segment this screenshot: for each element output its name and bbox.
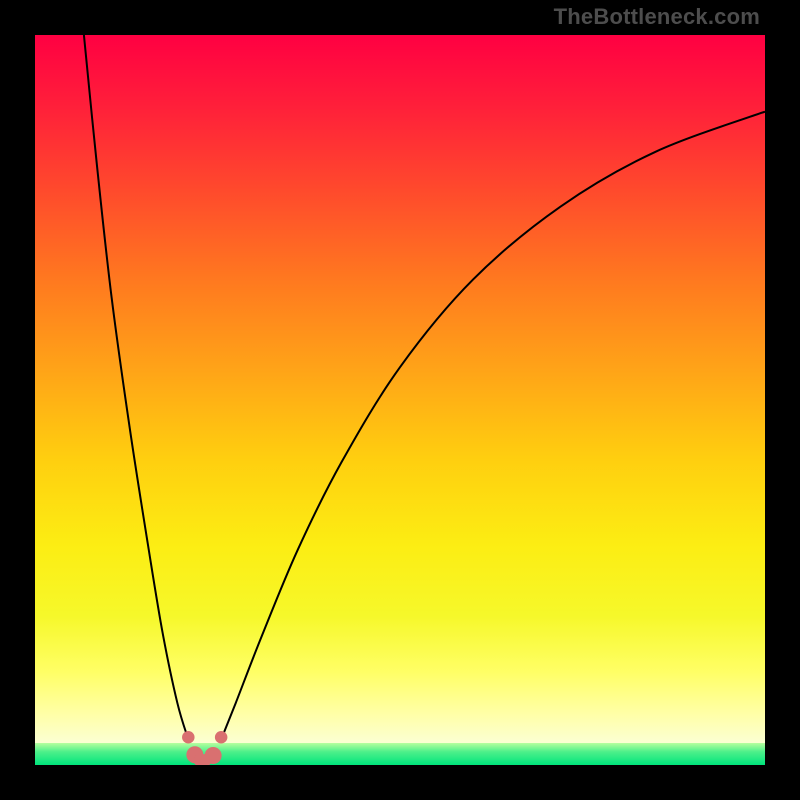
watermark-text: TheBottleneck.com [554, 4, 760, 30]
marker-group [183, 732, 227, 766]
v-curve-path [84, 35, 765, 739]
chart-container: TheBottleneck.com [0, 0, 800, 800]
curve-marker [205, 748, 221, 764]
plot-area [35, 35, 765, 765]
curve-marker [183, 732, 195, 744]
curve-marker [215, 732, 227, 744]
curve-layer [35, 35, 765, 765]
